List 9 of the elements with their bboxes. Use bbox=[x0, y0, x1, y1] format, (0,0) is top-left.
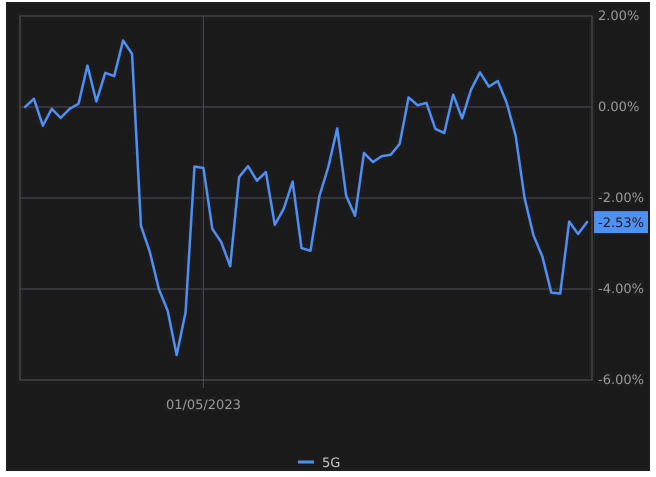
line-series bbox=[24, 39, 588, 356]
y-tick-label: -4.00% bbox=[598, 282, 644, 298]
legend-label: 5G bbox=[322, 456, 340, 471]
y-tick-label: -2.00% bbox=[598, 191, 644, 206]
y-tick-label: -6.00% bbox=[598, 373, 644, 388]
y-tick-label: 0.00% bbox=[598, 100, 640, 116]
x-tick-label: 01/05/2023 bbox=[166, 398, 241, 414]
y-tick-label: 2.00% bbox=[598, 9, 640, 24]
text: -2.53% bbox=[598, 216, 644, 232]
